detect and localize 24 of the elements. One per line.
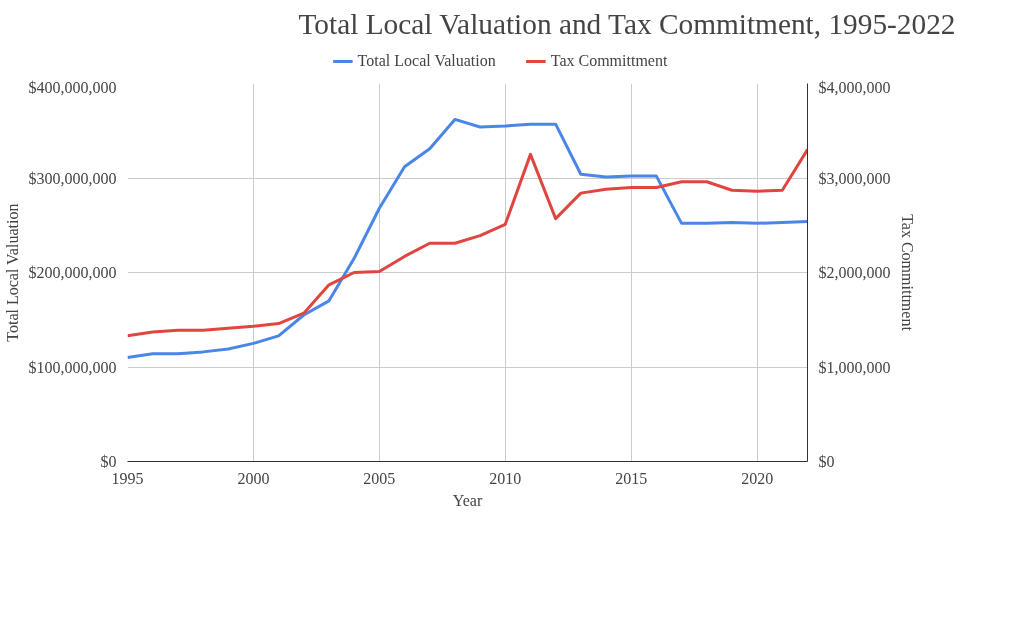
y-axis-title: Total Local Valuation — [3, 203, 21, 342]
x-axis-title: Year — [452, 491, 483, 509]
chart-title: Total Local Valuation and Tax Commitment, 1995-2022 — [298, 7, 956, 40]
y2-tick-label: $4,000,000 — [818, 78, 891, 96]
y2-tick-label: $2,000,000 — [818, 264, 891, 281]
x-tick-label: 2005 — [363, 469, 396, 487]
y2-axis-title: Tax Committment — [898, 214, 916, 332]
y2-tick-label: $3,000,000 — [818, 169, 891, 187]
x-tick-label: 2015 — [615, 469, 648, 487]
y-tick-label: $0 — [100, 453, 117, 470]
x-tick-label: 1995 — [111, 469, 144, 487]
y2-tick-label: $1,000,000 — [818, 358, 891, 376]
y-tick-label: $200,000,000 — [28, 264, 117, 281]
x-tick-label: 2020 — [741, 469, 774, 487]
line-series — [127, 117, 808, 360]
y2-tick-label: $0 — [818, 453, 835, 470]
legend-label: Total Local Valuation — [357, 52, 496, 70]
line-series — [127, 148, 808, 338]
x-tick-label: 2010 — [489, 469, 522, 487]
y-tick-label: $300,000,000 — [28, 169, 117, 187]
x-tick-label: 2000 — [237, 469, 270, 487]
legend-label: Tax Committment — [550, 52, 668, 70]
y-tick-label: $400,000,000 — [28, 78, 117, 96]
y-tick-label: $100,000,000 — [28, 358, 117, 376]
